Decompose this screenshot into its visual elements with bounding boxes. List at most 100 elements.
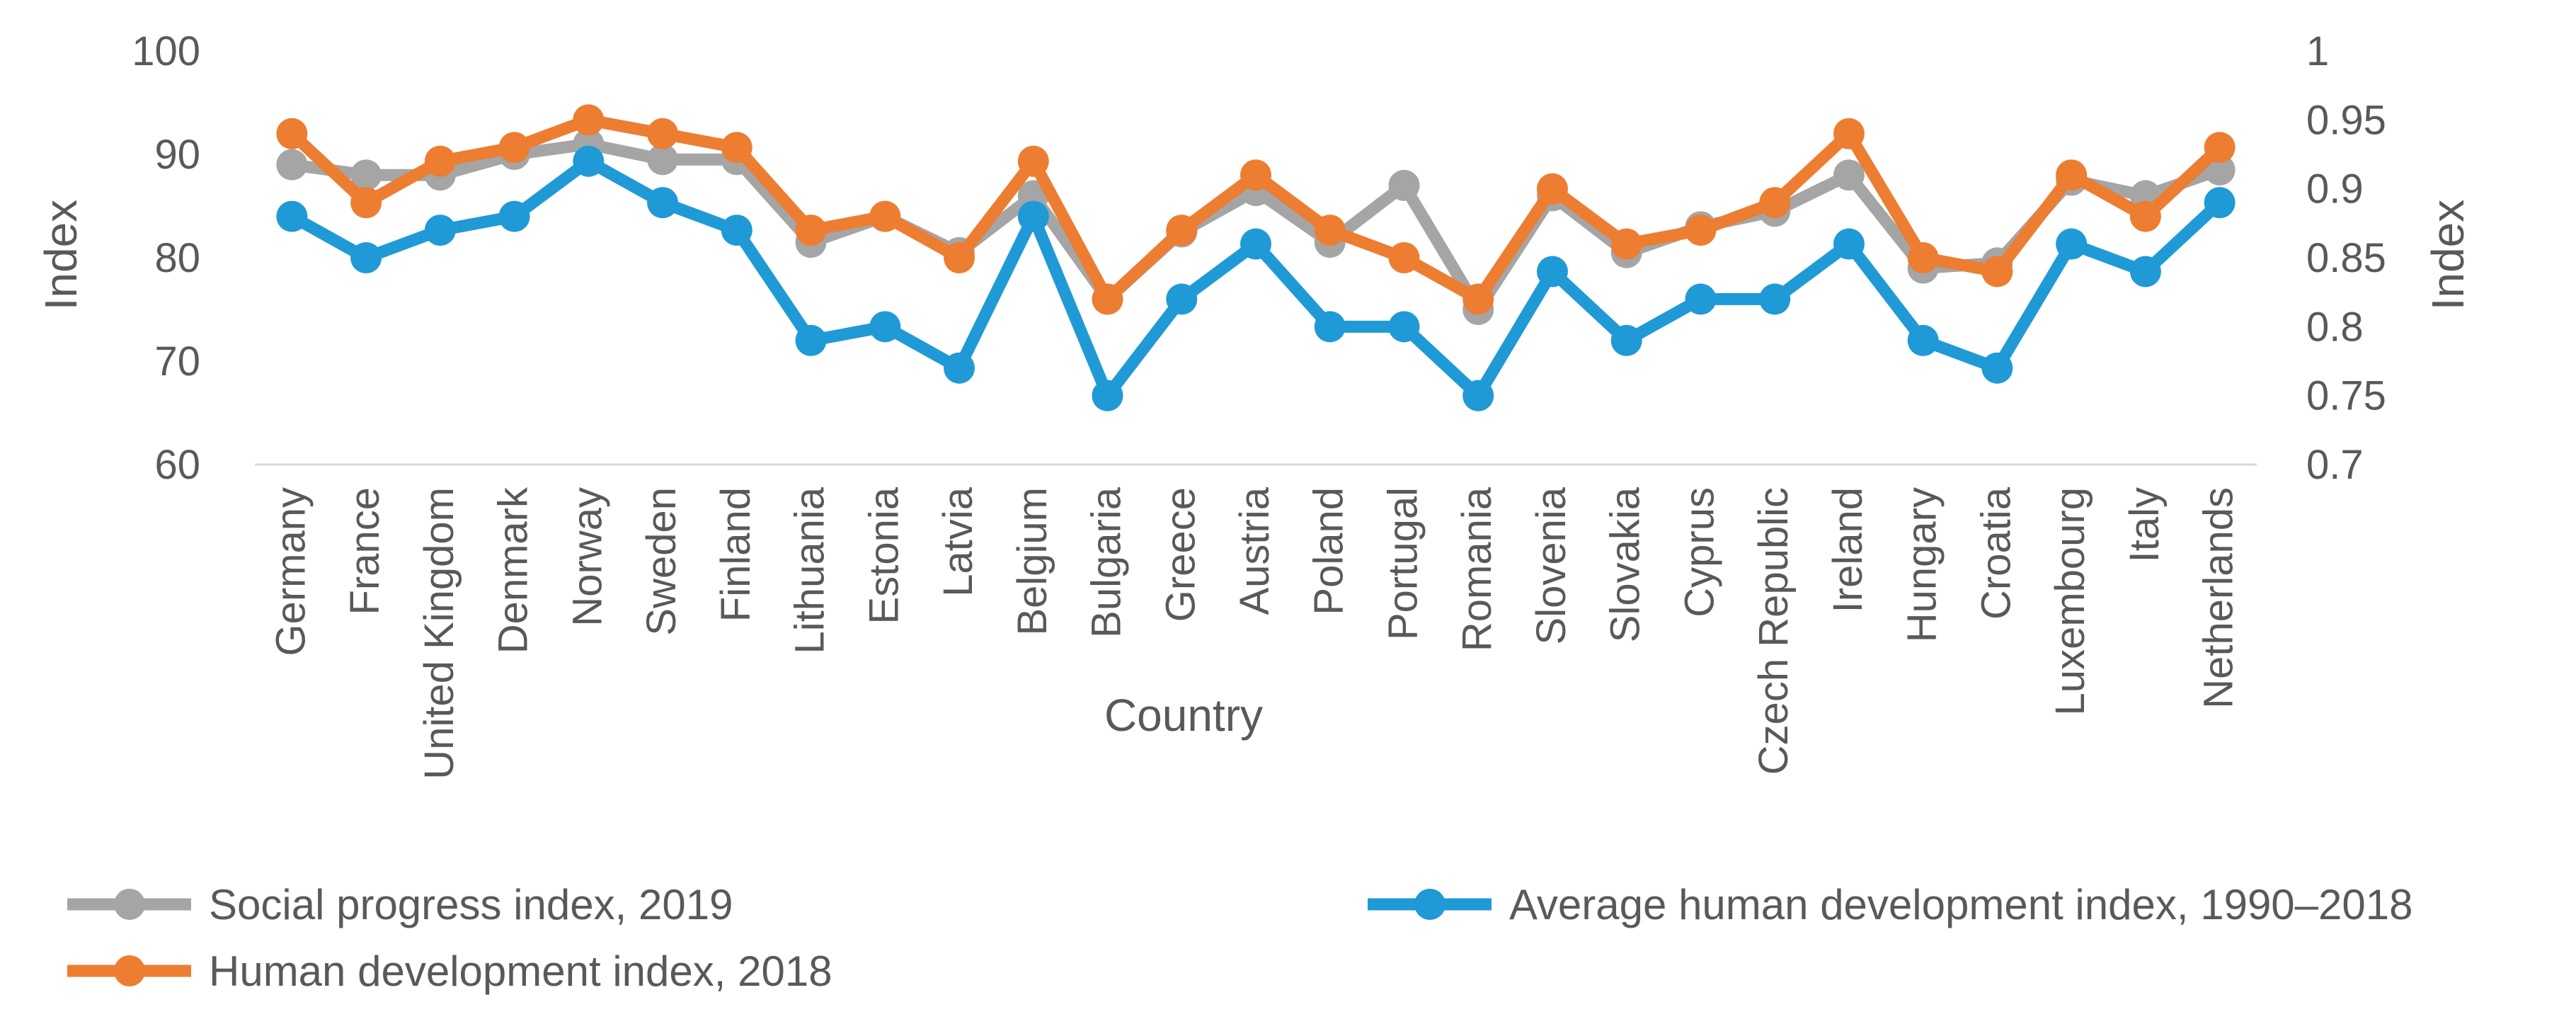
category-label: Latvia bbox=[935, 487, 981, 597]
category-label: Greece bbox=[1157, 487, 1203, 622]
data-point bbox=[721, 132, 752, 164]
left-axis-title: Index bbox=[35, 200, 86, 311]
data-point bbox=[1314, 215, 1346, 246]
category-label: Sweden bbox=[639, 487, 685, 636]
data-point bbox=[424, 145, 456, 177]
right-tick-label: 0.8 bbox=[2306, 304, 2364, 350]
category-label: Belgium bbox=[1009, 487, 1055, 636]
left-tick-label: 90 bbox=[154, 132, 200, 178]
data-point bbox=[1833, 159, 1865, 191]
left-tick-label: 70 bbox=[154, 339, 200, 385]
data-point bbox=[1240, 228, 1271, 260]
category-label: Norway bbox=[564, 487, 610, 627]
category-label: Romania bbox=[1454, 487, 1500, 652]
category-label: Estonia bbox=[861, 487, 907, 624]
data-point bbox=[944, 352, 975, 384]
data-point bbox=[1536, 256, 1568, 288]
data-point bbox=[1388, 169, 1420, 201]
data-point bbox=[1388, 242, 1420, 273]
series-3 bbox=[276, 145, 2236, 411]
category-label: Slovenia bbox=[1528, 487, 1574, 644]
legend-label: Human development index, 2018 bbox=[209, 948, 832, 995]
right-tick-label: 0.7 bbox=[2306, 442, 2364, 488]
right-axis-title: Index bbox=[2422, 200, 2473, 311]
legend-label: Average human development index, 1990–20… bbox=[1509, 881, 2413, 928]
data-point bbox=[1388, 311, 1420, 343]
right-tick-label: 0.75 bbox=[2306, 373, 2386, 419]
data-point bbox=[1981, 352, 2013, 384]
data-point bbox=[1685, 215, 1717, 246]
data-point bbox=[1166, 215, 1198, 246]
x-axis-title: Country bbox=[1104, 690, 1263, 741]
legend-item: Average human development index, 1990–20… bbox=[1368, 881, 2413, 928]
right-tick-label: 0.85 bbox=[2306, 235, 2386, 281]
data-point bbox=[350, 159, 382, 191]
data-point bbox=[1240, 159, 1271, 191]
category-label: Finland bbox=[713, 487, 759, 622]
data-point bbox=[721, 215, 752, 246]
data-point bbox=[1833, 118, 1865, 149]
category-label: Cyprus bbox=[1676, 487, 1722, 618]
category-label: France bbox=[342, 487, 388, 615]
data-point bbox=[350, 187, 382, 219]
legend-item: Social progress index, 2019 bbox=[67, 881, 733, 928]
data-point bbox=[1462, 283, 1494, 315]
data-point bbox=[498, 132, 530, 164]
right-tick-label: 0.9 bbox=[2306, 166, 2364, 212]
data-point bbox=[1981, 256, 2013, 288]
series-1 bbox=[276, 128, 2236, 325]
data-point bbox=[276, 200, 308, 232]
data-point bbox=[1759, 187, 1791, 219]
legend-marker bbox=[1414, 889, 1446, 920]
data-point bbox=[869, 311, 901, 343]
data-point bbox=[1610, 228, 1642, 260]
data-point bbox=[573, 104, 605, 136]
data-point bbox=[647, 187, 679, 219]
data-point bbox=[1166, 283, 1198, 315]
legend-marker bbox=[114, 955, 145, 986]
data-point bbox=[795, 215, 827, 246]
data-point bbox=[1833, 228, 1865, 260]
right-tick-label: 0.95 bbox=[2306, 97, 2386, 143]
data-point bbox=[1610, 324, 1642, 356]
data-point bbox=[1017, 200, 1049, 232]
series-layer bbox=[276, 104, 2236, 411]
category-label: Bulgaria bbox=[1084, 487, 1130, 638]
data-point bbox=[1092, 283, 1123, 315]
data-point bbox=[350, 242, 382, 273]
data-point bbox=[2129, 200, 2161, 232]
category-label: Poland bbox=[1306, 487, 1352, 615]
data-point bbox=[1536, 173, 1568, 205]
right-tick-label: 1 bbox=[2306, 28, 2329, 74]
data-point bbox=[1314, 311, 1346, 343]
data-point bbox=[647, 144, 679, 176]
legend-label: Social progress index, 2019 bbox=[209, 881, 733, 928]
data-point bbox=[1759, 283, 1791, 315]
data-point bbox=[573, 145, 605, 177]
data-point bbox=[1907, 242, 1939, 273]
category-label: Denmark bbox=[491, 487, 537, 654]
x-axis-categories: Germany France United Kingdom Denmark Norway… bbox=[268, 487, 2241, 780]
data-point bbox=[2129, 256, 2161, 288]
data-point bbox=[869, 200, 901, 232]
category-label: Netherlands bbox=[2196, 487, 2242, 709]
data-point bbox=[2204, 187, 2236, 219]
data-point bbox=[795, 324, 827, 356]
data-point bbox=[1685, 283, 1717, 315]
data-point bbox=[944, 242, 975, 273]
category-label: Austria bbox=[1232, 487, 1278, 615]
category-label: Hungary bbox=[1899, 487, 1945, 642]
data-point bbox=[1092, 380, 1123, 411]
category-label: Ireland bbox=[1825, 487, 1871, 613]
data-point bbox=[424, 215, 456, 246]
legend-marker bbox=[114, 889, 145, 920]
data-point bbox=[276, 149, 308, 181]
legend-item: Human development index, 2018 bbox=[67, 948, 832, 995]
category-label: Germany bbox=[268, 487, 314, 656]
data-point bbox=[647, 118, 679, 149]
legend: Social progress index, 2019 Average human… bbox=[67, 881, 2413, 995]
left-tick-label: 80 bbox=[154, 235, 200, 281]
left-tick-label: 100 bbox=[132, 28, 200, 74]
left-tick-label: 60 bbox=[154, 442, 200, 488]
